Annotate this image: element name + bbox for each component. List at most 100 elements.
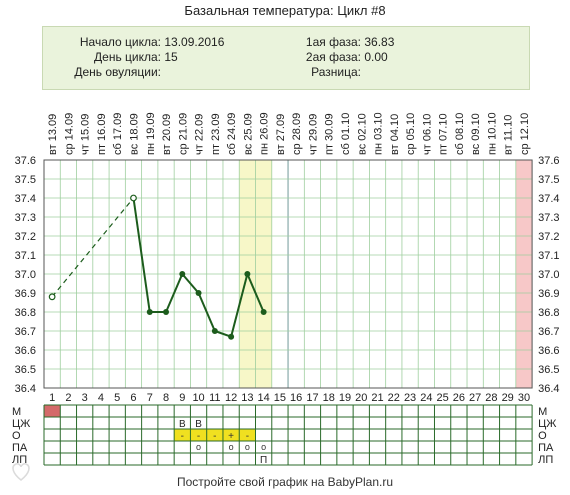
y-tick-label-left: 37.5	[15, 174, 36, 186]
row-label-right: ПА	[538, 442, 554, 454]
x-date-label: сб 24.09	[226, 113, 238, 155]
y-tick-label-left: 36.5	[15, 364, 36, 376]
row-label-left: ПА	[12, 442, 28, 454]
y-tick-label-left: 37.0	[15, 269, 36, 281]
x-day-number: 17	[306, 392, 318, 404]
x-date-label: сб 01.10	[340, 113, 352, 155]
y-tick-label-left: 37.2	[15, 231, 36, 243]
x-date-label: вт 27.09	[275, 114, 287, 155]
y-tick-label-left: 37.1	[15, 250, 36, 262]
x-date-label: пт 07.10	[438, 113, 450, 155]
x-date-label: вт 11.10	[503, 115, 515, 155]
x-date-label: вс 18.09	[128, 113, 140, 155]
y-tick-label-right: 36.4	[538, 383, 559, 395]
data-point	[244, 271, 251, 277]
x-date-label: ср 14.09	[63, 113, 75, 155]
cycle-start-row: Начало цикла: 13.09.2016	[43, 35, 225, 49]
x-day-number: 4	[98, 392, 104, 404]
x-date-label: вс 25.09	[242, 113, 254, 155]
ovulation-test-mark: -	[213, 431, 216, 442]
pa-mark: o	[245, 442, 250, 452]
x-date-label: ср 05.10	[405, 113, 417, 155]
x-day-number: 23	[404, 392, 416, 404]
x-date-label: вт 13.09	[47, 114, 59, 155]
ovulation-test-cell	[206, 429, 223, 441]
x-date-label: ср 21.09	[177, 113, 189, 155]
ovulation-test-cell	[190, 429, 207, 441]
data-point	[179, 271, 186, 277]
y-tick-label-right: 37.3	[538, 212, 559, 224]
row-label-right: М	[538, 406, 547, 418]
x-date-label: сб 08.10	[454, 113, 466, 155]
x-date-label: чт 06.10	[421, 114, 433, 155]
x-day-number: 9	[179, 392, 185, 404]
phase1-row: 1ая фаза: 36.83	[273, 35, 394, 49]
x-day-number: 18	[323, 392, 335, 404]
y-tick-label-right: 36.9	[538, 288, 559, 300]
cycle-info-panel: Начало цикла: 13.09.2016 День цикла: 15 …	[42, 26, 530, 90]
x-date-label: вт 20.09	[161, 114, 173, 155]
data-point-open	[130, 194, 137, 202]
data-point	[211, 328, 218, 334]
y-tick-label-right: 37.0	[538, 269, 559, 281]
x-date-label: пн 19.09	[145, 112, 157, 155]
pa-mark: o	[261, 442, 266, 452]
x-date-label: пт 23.09	[210, 113, 222, 155]
ovulation-day-label: День овуляции:	[74, 65, 161, 79]
y-tick-label-right: 37.5	[538, 174, 559, 186]
phase2-label: 2ая фаза:	[305, 50, 361, 64]
y-tick-label-left: 36.6	[15, 345, 36, 357]
plot-frame	[43, 159, 533, 389]
y-tick-label-left: 36.8	[15, 307, 36, 319]
x-day-number: 8	[163, 392, 169, 404]
cervical-mark: В	[195, 419, 202, 430]
x-day-number: 3	[82, 392, 88, 404]
x-day-number: 11	[209, 392, 220, 404]
x-day-number: 7	[147, 392, 153, 404]
difference-row: Разница:	[273, 65, 364, 79]
x-date-label: чт 15.09	[80, 114, 92, 155]
x-day-number: 19	[339, 392, 351, 404]
data-point	[195, 290, 202, 296]
y-tick-label-right: 37.1	[538, 250, 559, 262]
x-day-number: 27	[469, 392, 481, 404]
x-date-label: пн 03.10	[373, 112, 385, 155]
y-tick-label-left: 37.3	[15, 212, 36, 224]
row-label-left: ЦЖ	[12, 418, 30, 430]
series-line	[181, 273, 200, 294]
data-point	[146, 309, 153, 315]
x-day-number: 25	[436, 392, 448, 404]
series-line	[246, 273, 265, 313]
cervical-mark: В	[179, 419, 186, 430]
x-day-number: 20	[355, 392, 367, 404]
ovulation-test-mark: -	[181, 431, 184, 442]
x-day-number: 13	[241, 392, 253, 404]
pa-mark: o	[196, 442, 201, 452]
y-tick-label-left: 37.6	[15, 155, 36, 167]
x-day-number: 6	[130, 392, 136, 404]
x-day-number: 22	[388, 392, 400, 404]
ovulation-test-cell	[222, 429, 240, 441]
x-day-number: 12	[225, 392, 237, 404]
y-tick-label-right: 36.8	[538, 307, 559, 319]
series-line	[165, 273, 184, 313]
x-day-number: 15	[274, 392, 286, 404]
x-day-number: 5	[114, 392, 120, 404]
data-point	[260, 309, 267, 315]
x-day-number: 2	[65, 392, 71, 404]
series-line	[132, 197, 151, 313]
x-date-label: пн 26.09	[259, 112, 271, 155]
ovulation-day-row: День овуляции:	[43, 65, 164, 79]
row-label-left: ЛП	[12, 454, 27, 466]
row-label-left: О	[12, 430, 21, 442]
ovulation-test-cell	[174, 429, 191, 441]
x-date-label: чт 22.09	[194, 114, 206, 155]
x-date-label: вс 09.10	[470, 113, 482, 155]
x-day-number: 16	[290, 392, 302, 404]
row-label-right: ЦЖ	[538, 418, 556, 430]
footer-link[interactable]: BabyPlan.ru	[327, 475, 394, 489]
x-day-number: 24	[420, 392, 432, 404]
series-line	[230, 273, 249, 337]
x-date-label: ср 12.10	[519, 113, 531, 155]
phase1-label: 1ая фаза:	[305, 35, 361, 49]
